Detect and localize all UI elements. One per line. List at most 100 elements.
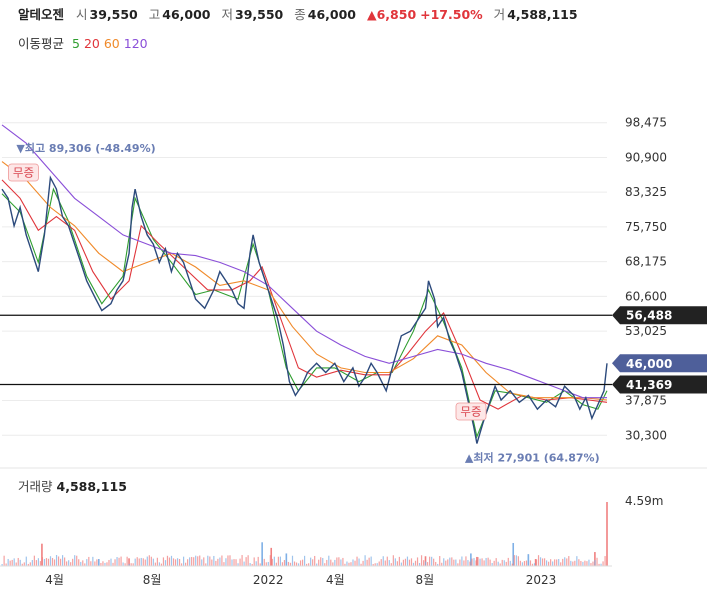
- volume-bar: [515, 555, 517, 566]
- volume-bar: [19, 559, 21, 566]
- volume-bar: [568, 556, 570, 566]
- chart-annotations: ▼최고 89,306 (-48.49%) ▲최저 27,901 (64.87%) 무…: [8, 141, 600, 464]
- volume-bar: [233, 559, 235, 566]
- volume-bar: [550, 559, 552, 566]
- low-annotation: ▲최저 27,901 (64.87%): [465, 450, 600, 464]
- ma-period-120[interactable]: 120: [123, 36, 148, 51]
- volume-bar: [247, 555, 249, 566]
- volume-bar: [416, 557, 419, 566]
- volume-bar: [72, 558, 74, 566]
- volume-bar: [418, 562, 421, 566]
- ma-period-20[interactable]: 20: [83, 36, 100, 51]
- volume-bar: [473, 558, 475, 566]
- low-label: 저: [221, 7, 234, 22]
- volume-bar: [245, 557, 247, 566]
- volume-bar: [231, 559, 233, 566]
- volume-bar: [13, 558, 15, 566]
- volume-bar: [558, 559, 560, 566]
- volume-bar: [453, 559, 455, 566]
- volume-bar: [356, 556, 358, 566]
- volume-bar: [207, 555, 209, 566]
- ma-period-5[interactable]: 5: [72, 36, 80, 51]
- y-tick-label: 30,300: [625, 428, 667, 442]
- volume-bar: [144, 559, 146, 566]
- volume-bar: [499, 563, 501, 566]
- volume-bar: [340, 559, 342, 566]
- x-tick-label: 2022: [253, 573, 284, 587]
- ma-period-60[interactable]: 60: [103, 36, 120, 51]
- volume-bar: [463, 560, 465, 566]
- moving-average-legend[interactable]: 이동평균 5 20 60 120: [18, 33, 152, 52]
- volume-bar: [366, 559, 368, 566]
- volume-bar: [156, 557, 158, 566]
- volume-bar: [223, 562, 225, 566]
- volume-bar: [257, 556, 259, 566]
- volume-bar: [491, 562, 493, 566]
- quote-header: 알테오젠 시 39,550 고 46,000 저 39,550 종 46,000 ▲6,…: [18, 4, 585, 23]
- volume-bar: [199, 555, 201, 566]
- volume-bar: [543, 558, 546, 566]
- price-axis: 98,475 90,900 83,325 75,750 68,175 60,600 53,0…: [625, 116, 667, 443]
- volume-bar: [509, 560, 511, 566]
- high-annotation: ▼최고 89,306 (-48.49%): [16, 141, 155, 155]
- volume-bar: [533, 563, 536, 566]
- volume-bar: [535, 559, 538, 566]
- volume-bar: [362, 560, 364, 566]
- y-tick-label: 37,875: [625, 394, 667, 408]
- volume-bar: [27, 563, 29, 566]
- support-tag-label: 56,488: [626, 309, 672, 323]
- volume-bar: [66, 561, 68, 566]
- volume-bar: [537, 555, 540, 566]
- volume-bar: [328, 555, 330, 566]
- volume-bar: [259, 563, 261, 566]
- volume-bar: [425, 561, 427, 566]
- volume-bar: [287, 561, 290, 566]
- y-tick-label: 60,600: [625, 289, 667, 303]
- volume-bar: [168, 557, 171, 566]
- volume-bar: [342, 557, 344, 566]
- volume-bar: [37, 558, 39, 566]
- volume-bar: [148, 555, 150, 566]
- volume-bar: [43, 558, 46, 566]
- volume-bar: [295, 562, 298, 566]
- volume-bar: [439, 556, 441, 566]
- volume-bar: [449, 557, 451, 566]
- volume-bar: [493, 560, 495, 566]
- volume-value: 4,588,115: [507, 7, 578, 22]
- volume-bar: [402, 559, 405, 566]
- volume-bar: [505, 561, 507, 566]
- volume-bar: [51, 557, 54, 566]
- volume-bar: [183, 556, 185, 566]
- volume-bar: [219, 557, 221, 566]
- volume-bar: [574, 560, 576, 566]
- volume-bar: [142, 558, 144, 566]
- price-line: [1, 175, 608, 444]
- volume-bar: [45, 558, 48, 566]
- stock-name: 알테오젠: [18, 7, 65, 22]
- price-series-line: [1, 175, 608, 444]
- volume-bar: [269, 555, 271, 566]
- volume-bar: [221, 555, 223, 566]
- volume-bar: [445, 560, 447, 566]
- volume-bar: [572, 561, 574, 566]
- volume-bar: [324, 563, 326, 566]
- volume-bar: [422, 560, 425, 566]
- volume-bar: [203, 557, 205, 566]
- volume-bar: [174, 559, 177, 566]
- volume-bars: [0, 467, 707, 567]
- volume-bar: [435, 561, 437, 566]
- volume-bar: [166, 555, 169, 566]
- volume-bar: [326, 559, 328, 566]
- support-tag-label: 41,369: [626, 378, 672, 392]
- volume-bar: [470, 553, 472, 566]
- volume-bar: [459, 559, 461, 566]
- volume-bar: [564, 557, 566, 566]
- volume-bar: [11, 559, 13, 566]
- volume-bar: [386, 556, 388, 566]
- volume-bar: [263, 558, 265, 566]
- volume-bar: [408, 559, 411, 566]
- volume-bar: [96, 559, 98, 566]
- volume-bar: [392, 555, 394, 566]
- volume-y-tick: 4.59m: [625, 494, 663, 508]
